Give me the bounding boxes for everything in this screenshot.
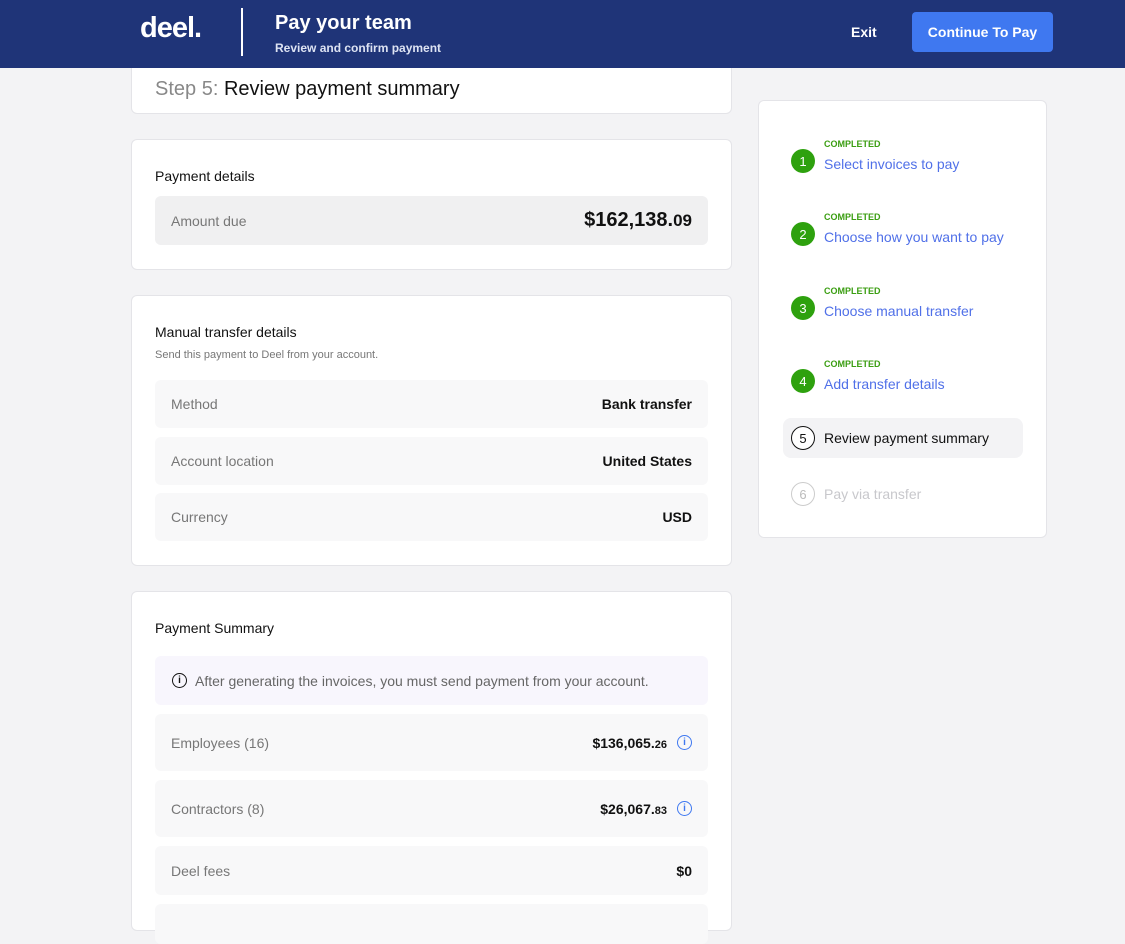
- step-status: COMPLETED: [824, 139, 881, 149]
- amount-due-row: Amount due $162,138.09: [155, 196, 708, 245]
- step-2[interactable]: 2 COMPLETED Choose how you want to pay: [783, 212, 1023, 252]
- employees-row: Employees (16) $136,065.26 i: [155, 714, 708, 771]
- step-label: Review payment summary: [824, 430, 989, 446]
- row-label: Deel fees: [171, 862, 231, 879]
- manual-transfer-subtitle: Send this payment to Deel from your acco…: [155, 349, 379, 361]
- row-value: United States: [602, 453, 692, 469]
- page-title: Pay your team: [275, 12, 412, 34]
- payment-summary-title: Payment Summary: [155, 620, 275, 636]
- row-value: Bank transfer: [601, 396, 692, 412]
- account-location-row: Account location United States: [155, 437, 708, 485]
- step-5-current: 5 Review payment summary: [783, 418, 1023, 458]
- steps-panel: 1 COMPLETED Select invoices to pay 2 COMPLE…: [758, 100, 1047, 538]
- continue-to-pay-button[interactable]: Continue To Pay: [912, 12, 1053, 52]
- payment-details-title: Payment details: [155, 168, 255, 184]
- method-row: Method Bank transfer: [155, 380, 708, 428]
- step-3[interactable]: 3 COMPLETED Choose manual transfer: [783, 286, 1023, 326]
- step-label[interactable]: Add transfer details: [824, 376, 945, 392]
- page-subtitle: Review and confirm payment: [275, 41, 442, 55]
- step-number: 1: [791, 149, 815, 173]
- step-label: Pay via transfer: [824, 486, 922, 502]
- manual-transfer-title: Manual transfer details: [155, 324, 297, 340]
- amount-due-label: Amount due: [171, 212, 247, 229]
- summary-row-partial: [155, 904, 708, 944]
- step-6: 6 Pay via transfer: [783, 474, 1023, 514]
- info-icon: i: [172, 673, 187, 688]
- step-number: 3: [791, 296, 815, 320]
- payment-details-card: Payment details Amount due $162,138.09: [131, 139, 732, 270]
- step-title: Review payment summary: [223, 78, 460, 100]
- step-number: 5: [791, 426, 815, 450]
- row-label: Contractors (8): [171, 800, 265, 817]
- row-value: $0: [676, 862, 692, 879]
- step-1[interactable]: 1 COMPLETED Select invoices to pay: [783, 139, 1023, 179]
- step-label[interactable]: Select invoices to pay: [824, 156, 960, 172]
- step-status: COMPLETED: [824, 286, 881, 296]
- step-number: 2: [791, 222, 815, 246]
- info-icon[interactable]: i: [677, 735, 692, 750]
- manual-transfer-card: Manual transfer details Send this paymen…: [131, 295, 732, 566]
- notice-banner: i After generating the invoices, you mus…: [155, 656, 708, 705]
- notice-text: After generating the invoices, you must …: [195, 672, 649, 689]
- amount-due-value: $162,138.09: [584, 209, 692, 231]
- payment-summary-card: Payment Summary i After generating the i…: [131, 591, 732, 944]
- step-status: COMPLETED: [824, 212, 881, 222]
- info-icon[interactable]: i: [677, 801, 692, 816]
- step-prefix: Step 5:: [155, 78, 219, 100]
- currency-row: Currency USD: [155, 493, 708, 541]
- contractors-row: Contractors (8) $26,067.83 i: [155, 780, 708, 837]
- deel-fees-row: Deel fees $0: [155, 846, 708, 895]
- step-label[interactable]: Choose how you want to pay: [824, 229, 1004, 245]
- divider: [241, 8, 243, 56]
- step-heading: Step 5: Review payment summary: [155, 78, 460, 101]
- step-status: COMPLETED: [824, 359, 881, 369]
- row-label: Account location: [171, 453, 274, 469]
- step-number: 6: [791, 482, 815, 506]
- step-label[interactable]: Choose manual transfer: [824, 303, 974, 319]
- exit-button[interactable]: Exit: [851, 24, 877, 40]
- top-bar: deel. Pay your team Review and confirm p…: [0, 0, 1125, 68]
- row-label: Employees (16): [171, 734, 270, 751]
- step-4[interactable]: 4 COMPLETED Add transfer details: [783, 359, 1023, 399]
- deel-logo[interactable]: deel.: [140, 12, 202, 44]
- step-number: 4: [791, 369, 815, 393]
- row-value: $136,065.26 i: [592, 735, 692, 751]
- row-value: USD: [662, 509, 692, 525]
- row-value: $26,067.83 i: [600, 801, 692, 817]
- row-label: Method: [171, 396, 218, 412]
- row-label: Currency: [171, 509, 228, 525]
